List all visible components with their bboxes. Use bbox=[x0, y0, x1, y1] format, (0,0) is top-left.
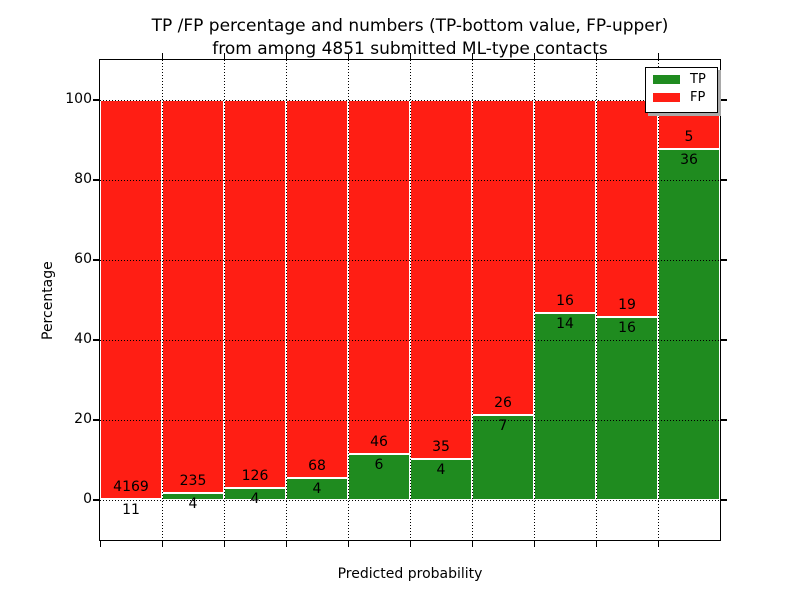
gridline-vertical bbox=[533, 60, 535, 540]
legend-label-tp: TP bbox=[690, 72, 706, 87]
x-tick-mark bbox=[471, 541, 473, 547]
y-tick-label: 60 bbox=[74, 251, 92, 267]
chart-title-line2: from among 4851 submitted ML-type contac… bbox=[212, 39, 608, 59]
y-tick-mark-right bbox=[721, 99, 727, 101]
bar-segment-tp bbox=[658, 148, 720, 500]
x-tick-mark-top bbox=[471, 53, 473, 59]
x-tick-mark-top bbox=[533, 53, 535, 59]
tp-count-label: 14 bbox=[556, 316, 574, 333]
y-tick-label: 0 bbox=[83, 491, 92, 507]
x-tick-mark-top bbox=[161, 53, 163, 59]
gridline-vertical bbox=[285, 60, 287, 540]
tp-count-label: 7 bbox=[498, 418, 508, 435]
y-axis-label: Percentage bbox=[40, 261, 56, 340]
x-tick-mark bbox=[99, 541, 101, 547]
x-tick-mark-top bbox=[657, 53, 659, 59]
x-tick-mark-top bbox=[223, 53, 225, 59]
y-tick-label: 80 bbox=[74, 171, 92, 187]
bar-segment-fp bbox=[224, 100, 286, 488]
bar-segment-fp bbox=[100, 100, 162, 499]
bar-segment-fp bbox=[348, 100, 410, 454]
y-tick-label: 20 bbox=[74, 411, 92, 427]
legend-entry-tp: TP bbox=[653, 73, 717, 86]
bar-segment-fp bbox=[596, 100, 658, 318]
y-tick-mark bbox=[93, 259, 99, 261]
x-tick-mark bbox=[161, 541, 163, 547]
fp-count-label: 5 bbox=[684, 128, 694, 145]
gridline-vertical bbox=[657, 60, 659, 540]
bar-segment-fp bbox=[472, 100, 534, 416]
gridline-vertical bbox=[595, 60, 597, 540]
y-tick-mark bbox=[93, 179, 99, 181]
fp-count-label: 35 bbox=[432, 438, 450, 455]
gridline-vertical bbox=[347, 60, 349, 540]
y-tick-mark bbox=[93, 419, 99, 421]
x-tick-mark bbox=[409, 541, 411, 547]
fp-count-label: 19 bbox=[618, 297, 636, 314]
fp-count-label: 46 bbox=[370, 433, 388, 450]
tp-count-label: 4 bbox=[250, 490, 260, 507]
x-tick-mark bbox=[657, 541, 659, 547]
y-tick-mark bbox=[93, 99, 99, 101]
tp-count-label: 16 bbox=[618, 320, 636, 337]
gridline-horizontal bbox=[100, 339, 720, 341]
plot-area: TP FP 4169 11 235 4 126 4 68 4 46 6 35 4 26 7 16 14 19 16 5… bbox=[65, 53, 727, 547]
bar-segment-fp bbox=[410, 100, 472, 459]
fp-count-label: 4169 bbox=[113, 478, 149, 495]
x-tick-mark-top bbox=[595, 53, 597, 59]
legend: TP FP bbox=[645, 67, 718, 113]
gridline-horizontal bbox=[100, 179, 720, 181]
tp-count-label: 4 bbox=[188, 496, 198, 513]
tp-count-label: 11 bbox=[122, 501, 140, 518]
bar-segment-tp bbox=[534, 313, 596, 500]
y-tick-mark-right bbox=[721, 179, 727, 181]
chart-title: TP /FP percentage and numbers (TP-bottom… bbox=[100, 15, 720, 61]
x-tick-mark-top bbox=[347, 53, 349, 59]
gridline-horizontal bbox=[100, 499, 720, 501]
gridline-horizontal bbox=[100, 99, 720, 101]
y-tick-label: 100 bbox=[65, 91, 92, 107]
fp-count-label: 26 bbox=[494, 395, 512, 412]
bar-segment-fp bbox=[162, 100, 224, 494]
gridline-vertical bbox=[471, 60, 473, 540]
tp-count-label: 4 bbox=[436, 461, 446, 478]
y-tick-mark-right bbox=[721, 259, 727, 261]
legend-swatch-tp bbox=[653, 75, 680, 84]
gridline-vertical bbox=[161, 60, 163, 540]
x-tick-mark-top bbox=[409, 53, 411, 59]
legend-entry-fp: FP bbox=[653, 91, 717, 104]
gridline-vertical bbox=[409, 60, 411, 540]
x-tick-mark bbox=[223, 541, 225, 547]
x-axis-label: Predicted probability bbox=[337, 566, 483, 582]
legend-swatch-fp bbox=[653, 93, 680, 102]
fp-count-label: 68 bbox=[308, 457, 326, 474]
bar-segment-fp bbox=[286, 100, 348, 478]
y-tick-mark bbox=[93, 339, 99, 341]
bar-segment-tp bbox=[596, 317, 658, 500]
gridline-horizontal bbox=[100, 259, 720, 261]
tp-count-label: 36 bbox=[680, 151, 698, 168]
y-tick-mark-right bbox=[721, 339, 727, 341]
x-tick-mark bbox=[533, 541, 535, 547]
gridline-vertical bbox=[223, 60, 225, 540]
x-tick-mark bbox=[285, 541, 287, 547]
bar-segment-fp bbox=[534, 100, 596, 314]
tp-count-label: 4 bbox=[312, 480, 322, 497]
fp-count-label: 16 bbox=[556, 293, 574, 310]
x-tick-mark bbox=[347, 541, 349, 547]
y-tick-mark-right bbox=[721, 499, 727, 501]
y-tick-mark bbox=[93, 499, 99, 501]
x-tick-mark bbox=[595, 541, 597, 547]
fp-count-label: 126 bbox=[241, 467, 269, 484]
chart-title-line1: TP /FP percentage and numbers (TP-bottom… bbox=[151, 16, 669, 36]
tp-count-label: 6 bbox=[374, 456, 384, 473]
y-tick-mark-right bbox=[721, 419, 727, 421]
legend-label-fp: FP bbox=[690, 90, 706, 105]
x-tick-mark-top bbox=[285, 53, 287, 59]
y-tick-label: 40 bbox=[74, 331, 92, 347]
gridline-horizontal bbox=[100, 419, 720, 421]
fp-count-label: 235 bbox=[179, 473, 207, 490]
